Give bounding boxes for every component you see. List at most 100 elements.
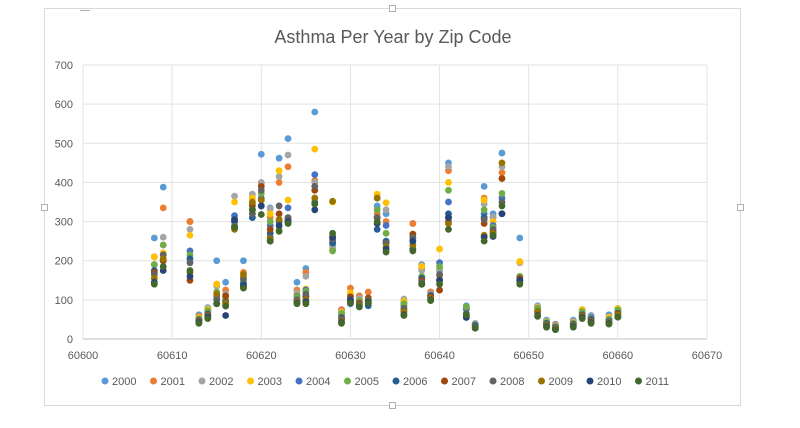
legend: 2000 2001 2002 2003 2004 2005 2006 2007 2008 2009… [101,376,670,388]
data-point [275,216,283,224]
x-tick-label: 60620 [246,350,277,362]
data-point [400,300,408,308]
data-point [329,197,336,205]
data-point [213,257,221,265]
data-point [471,324,479,332]
data-point [222,312,230,319]
data-point [266,226,274,233]
data-point [462,303,470,311]
legend-marker [538,377,545,385]
data-point [516,258,524,265]
data-point [373,226,381,233]
data-point [311,145,319,153]
gridlines [82,64,708,340]
data-point [231,192,238,200]
data-point [480,206,488,214]
data-point [159,233,167,241]
data-point [186,226,194,233]
data-point [222,278,230,286]
legend-label: 2011 [646,376,670,388]
y-tick-label: 100 [55,295,73,307]
data-point [347,284,354,292]
data-point [204,315,212,323]
resize-handle-top[interactable] [389,5,396,12]
data-point [248,206,256,214]
data-point [266,218,274,225]
legend-marker [150,377,157,385]
data-point [578,315,586,323]
legend-marker [586,377,594,385]
legend-label: 2008 [500,376,524,388]
legend-label: 2009 [549,376,573,388]
legend-label: 2003 [258,376,282,388]
data-point [150,261,158,269]
x-tick-label: 60660 [603,350,634,362]
data-point [498,210,506,218]
data-point [213,295,221,303]
data-point [284,204,292,212]
legend-label: 2006 [403,376,427,388]
data-point [445,163,452,171]
data-point [150,234,158,242]
data-point [213,280,221,288]
legend-marker [198,377,206,385]
data-point [445,214,452,222]
data-point [311,194,319,202]
data-point [436,286,443,294]
data-point [498,159,506,167]
data-point [257,186,265,194]
data-point [489,231,497,239]
legend-marker [247,377,254,385]
data-point [240,284,247,292]
data-point [293,278,301,286]
data-point [186,218,194,225]
data-point [186,259,194,267]
data-point [186,267,194,274]
data-point [516,234,524,242]
resize-handle-right[interactable] [737,204,744,211]
x-tick-label: 60640 [424,350,455,362]
data-point [231,198,238,206]
data-point [275,154,283,162]
data-point [213,290,221,298]
data-points [150,108,622,334]
data-point [231,216,238,224]
data-point [480,237,488,245]
legend-marker [489,377,497,385]
data-point [266,237,274,245]
y-tick-label: 500 [55,138,73,150]
y-tick-label: 700 [55,60,73,72]
data-point [373,206,381,214]
data-point [587,319,595,327]
legend-marker [441,377,448,385]
data-point [302,300,310,308]
data-point [382,199,390,207]
resize-handle-left[interactable] [41,204,48,211]
y-tick-label: 400 [55,177,73,189]
data-point [311,200,319,208]
series-2011 [150,200,622,334]
data-point [195,319,203,327]
data-point [159,183,167,191]
data-point [284,151,292,159]
y-tick-label: 300 [55,217,73,229]
data-point [150,280,158,288]
data-point [213,300,221,308]
resize-handle-bottom[interactable] [389,402,396,409]
series-2000 [150,108,622,328]
data-point [284,163,292,171]
legend-marker [295,377,303,385]
legend-label: 2004 [306,376,330,388]
data-point [382,222,390,229]
data-point [364,288,372,296]
x-tick-label: 60600 [68,350,99,362]
data-point [159,241,167,249]
data-point [382,229,390,237]
data-point [257,150,265,158]
data-point [275,222,283,229]
data-point [382,206,390,214]
data-point [222,292,230,300]
data-point [534,312,542,320]
data-point [240,271,247,278]
legend-marker [392,377,400,385]
